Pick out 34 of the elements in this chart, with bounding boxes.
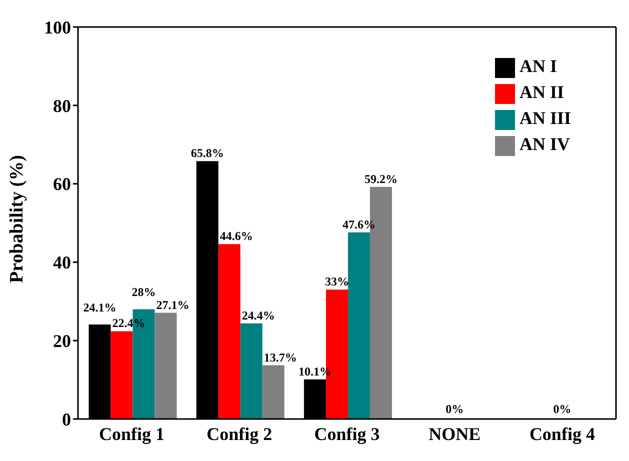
legend-label: AN II [519,82,564,102]
data-label: 28% [132,285,156,300]
bar [218,244,240,419]
bar [154,312,177,419]
legend-label: AN III [519,108,571,128]
bar [262,365,284,419]
data-label: 24.4% [242,308,275,322]
y-tick-label: 60 [53,174,71,194]
x-tick-label: NONE [428,424,481,444]
data-label: 27.1% [156,298,190,312]
bar [110,331,133,419]
y-tick-label: 40 [53,252,71,273]
x-tick-label: Config 1 [99,424,165,444]
data-label: 44.6% [220,229,253,244]
data-label: 33% [324,274,349,289]
x-tick-label: Config 2 [206,424,272,444]
data-label: 0% [553,402,572,416]
data-label: 47.6% [342,217,376,232]
x-tick-label: Config 4 [529,424,595,444]
data-label: 0% [446,402,464,416]
x-tick-label: Config 3 [314,424,380,444]
bar [240,323,262,419]
bar [348,232,370,419]
y-tick-label: 20 [53,330,71,351]
y-tick-label: 100 [44,17,71,38]
data-label: 65.8% [190,146,224,160]
data-label: 13.7% [264,350,297,364]
y-tick-label: 80 [53,96,71,116]
data-label: 59.2% [364,172,398,186]
y-axis-title: Probability (%) [6,155,28,283]
legend-label: AN I [519,56,557,76]
legend-label: AN IV [519,134,570,154]
data-label: 24.1% [83,300,116,315]
y-tick-label: 0 [62,409,71,430]
